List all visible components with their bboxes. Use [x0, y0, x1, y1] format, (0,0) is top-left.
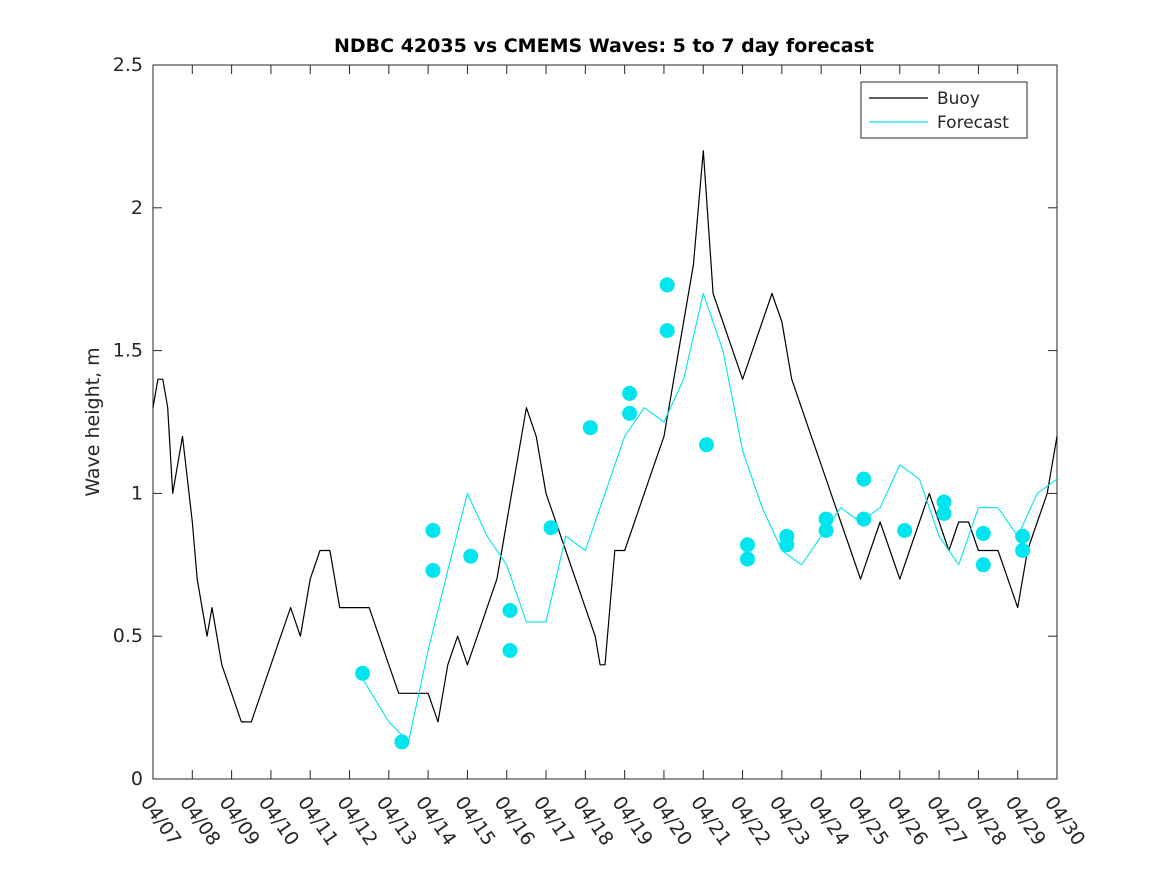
plot-area: [152, 64, 1058, 780]
forecast-marker: [543, 520, 559, 536]
forecast-marker: [936, 505, 952, 521]
forecast-marker: [740, 537, 755, 553]
forecast-marker: [975, 525, 991, 541]
forecast-marker: [622, 385, 638, 401]
forecast-marker: [659, 323, 675, 339]
forecast-markers: [355, 277, 1031, 750]
forecast-marker: [1015, 543, 1031, 558]
y-tick-label: 0: [131, 768, 143, 790]
forecast-marker: [425, 523, 441, 538]
forecast-marker: [622, 405, 638, 421]
legend: Buoy Forecast: [860, 81, 1028, 139]
forecast-marker: [740, 551, 755, 567]
forecast-marker: [355, 665, 371, 681]
forecast-marker: [897, 523, 913, 538]
series-line-forecast: [358, 292, 1058, 743]
forecast-marker: [659, 277, 675, 293]
forecast-marker: [394, 734, 410, 750]
forecast-marker: [975, 557, 991, 573]
forecast-marker: [856, 511, 872, 527]
y-tick-label: 1.5: [113, 340, 143, 362]
series-layer: [152, 150, 1058, 743]
forecast-marker: [502, 643, 518, 658]
legend-label-buoy: Buoy: [937, 89, 980, 109]
forecast-marker: [582, 420, 598, 436]
forecast-marker: [502, 603, 518, 618]
y-axis-label: Wave height, m: [82, 347, 104, 496]
forecast-marker: [1015, 528, 1031, 544]
y-tick-label: 2.5: [113, 54, 143, 76]
forecast-marker: [818, 523, 834, 538]
legend-label-forecast: Forecast: [937, 113, 1009, 133]
y-tick-label: 2: [131, 197, 143, 219]
y-tick-label: 0.5: [113, 625, 143, 647]
forecast-marker: [779, 537, 795, 553]
legend-box: [860, 81, 1028, 139]
y-axis: 0 0.5 1 1.5 2 2.5: [113, 54, 1057, 790]
forecast-marker: [425, 563, 441, 578]
forecast-marker: [699, 437, 714, 453]
series-line-buoy: [152, 150, 1058, 723]
forecast-marker: [856, 471, 872, 487]
forecast-marker: [463, 548, 479, 564]
chart-title: NDBC 42035 vs CMEMS Waves: 5 to 7 day fo…: [334, 35, 874, 57]
y-tick-label: 1: [131, 482, 143, 504]
